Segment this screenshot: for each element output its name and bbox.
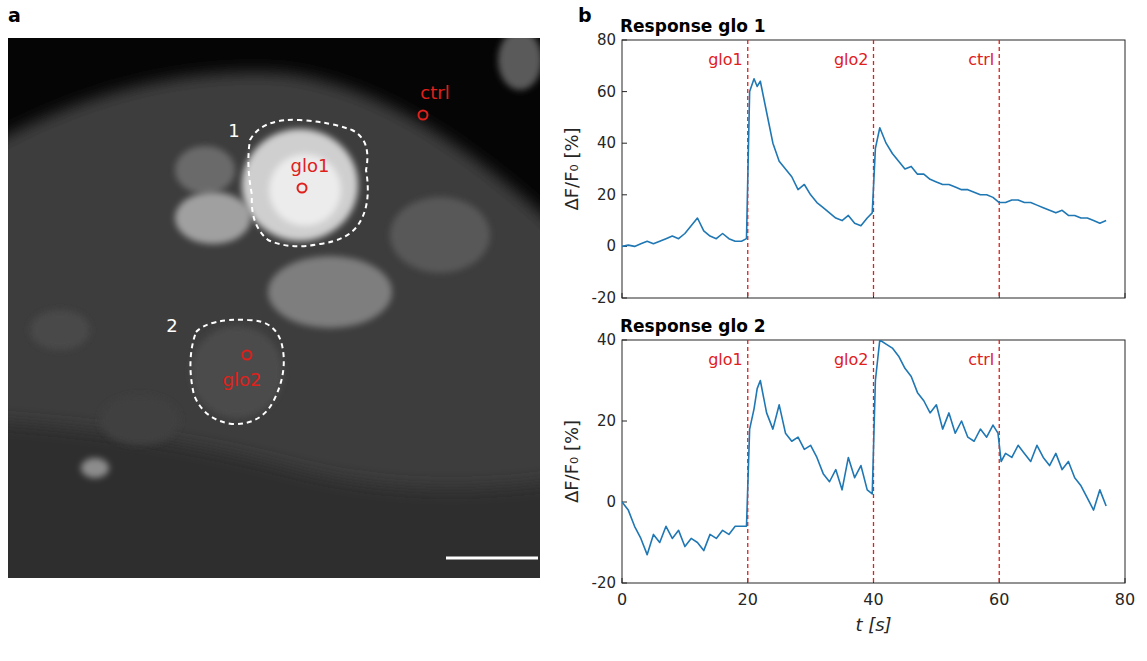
y-tick bbox=[622, 583, 627, 584]
x-tick-label: 40 bbox=[863, 590, 883, 609]
stim-site bbox=[243, 351, 252, 360]
x-axis-title: t [s] bbox=[855, 614, 891, 635]
stimulus-line bbox=[999, 40, 1000, 298]
y-tick-label: 20 bbox=[597, 186, 616, 204]
y-tick-label: 40 bbox=[597, 134, 616, 152]
x-tick-label: 60 bbox=[989, 590, 1009, 609]
y-tick-label: -20 bbox=[592, 574, 617, 592]
response-trace bbox=[622, 340, 1106, 555]
tissue bbox=[8, 72, 540, 578]
glomerulus-blob bbox=[81, 458, 109, 478]
plot-frame bbox=[622, 40, 1125, 298]
response-trace bbox=[622, 79, 1106, 247]
y-tick bbox=[622, 421, 627, 422]
region-number: 1 bbox=[228, 120, 239, 141]
micrograph bbox=[8, 38, 540, 578]
stimulus-label: glo1 bbox=[708, 50, 743, 69]
panel-letter: b bbox=[578, 4, 592, 26]
stim-site bbox=[298, 184, 307, 193]
y-tick-label: 0 bbox=[606, 237, 616, 255]
chart: Response glo 2020406080-2002040ΔF/F₀ [%]… bbox=[561, 316, 1135, 635]
chart: Response glo 1 -20 0 20 40 60 80 ΔF/F₀ [%] glo1 g… bbox=[561, 16, 1125, 307]
panel-letter: a bbox=[8, 4, 21, 26]
y-tick-label: 40 bbox=[597, 331, 616, 349]
stimulus-label: glo2 bbox=[834, 350, 869, 369]
x-tick bbox=[1125, 578, 1126, 583]
y-tick-label: 0 bbox=[606, 493, 616, 511]
y-tick bbox=[622, 298, 627, 299]
y-axis-title: ΔF/F₀ [%] bbox=[561, 127, 582, 210]
stimulus-line bbox=[999, 340, 1000, 583]
y-tick bbox=[622, 143, 627, 144]
y-tick bbox=[622, 194, 627, 195]
plot-data bbox=[622, 340, 1106, 583]
plot-data bbox=[622, 40, 1106, 298]
region-outline bbox=[190, 320, 283, 424]
stim-site bbox=[419, 111, 428, 120]
y-axis-title: ΔF/F₀ [%] bbox=[561, 420, 582, 503]
plot-frame bbox=[622, 340, 1125, 583]
x-tick-label: 0 bbox=[617, 590, 627, 609]
y-tick-label: 60 bbox=[597, 83, 616, 101]
stim-label: ctrl bbox=[420, 82, 449, 103]
glomerulus-blob bbox=[242, 129, 358, 241]
y-tick-label: -20 bbox=[592, 289, 617, 307]
y-tick bbox=[622, 340, 627, 341]
glomerulus-blob bbox=[175, 192, 251, 244]
y-tick-label: 20 bbox=[597, 412, 616, 430]
stimulus-label: ctrl bbox=[968, 350, 994, 369]
x-tick-label: 20 bbox=[738, 590, 758, 609]
y-tick-label: 80 bbox=[597, 31, 616, 49]
y-tick bbox=[622, 40, 627, 41]
chart-title: Response glo 1 bbox=[620, 16, 766, 36]
x-tick bbox=[1125, 293, 1126, 298]
glomerulus-blob bbox=[268, 256, 392, 328]
region-number: 2 bbox=[166, 315, 177, 336]
tissue bbox=[8, 420, 540, 578]
stimulus-label: glo1 bbox=[708, 350, 743, 369]
stim-label: glo1 bbox=[291, 155, 330, 176]
chart-title: Response glo 2 bbox=[620, 316, 766, 336]
glomerulus-blob bbox=[175, 146, 235, 194]
figure: a1glo12glo2ctrlbResponse glo 1-200204060… bbox=[0, 0, 1147, 661]
y-tick bbox=[622, 91, 627, 92]
scale-bar bbox=[446, 557, 538, 560]
stimulus-label: ctrl bbox=[968, 50, 994, 69]
region-outline bbox=[248, 120, 367, 246]
glomerulus-blob bbox=[191, 326, 283, 418]
x-tick bbox=[622, 293, 623, 298]
glomerulus-blob bbox=[390, 197, 490, 273]
stim-label: glo2 bbox=[223, 369, 262, 390]
glomerulus-blob bbox=[30, 310, 90, 350]
x-tick-label: 80 bbox=[1115, 590, 1135, 609]
glomerulus-blob bbox=[269, 154, 341, 226]
x-tick bbox=[622, 578, 623, 583]
glomerulus-blob bbox=[498, 38, 540, 90]
glomerulus-blob bbox=[100, 395, 180, 445]
stimulus-label: glo2 bbox=[834, 50, 869, 69]
